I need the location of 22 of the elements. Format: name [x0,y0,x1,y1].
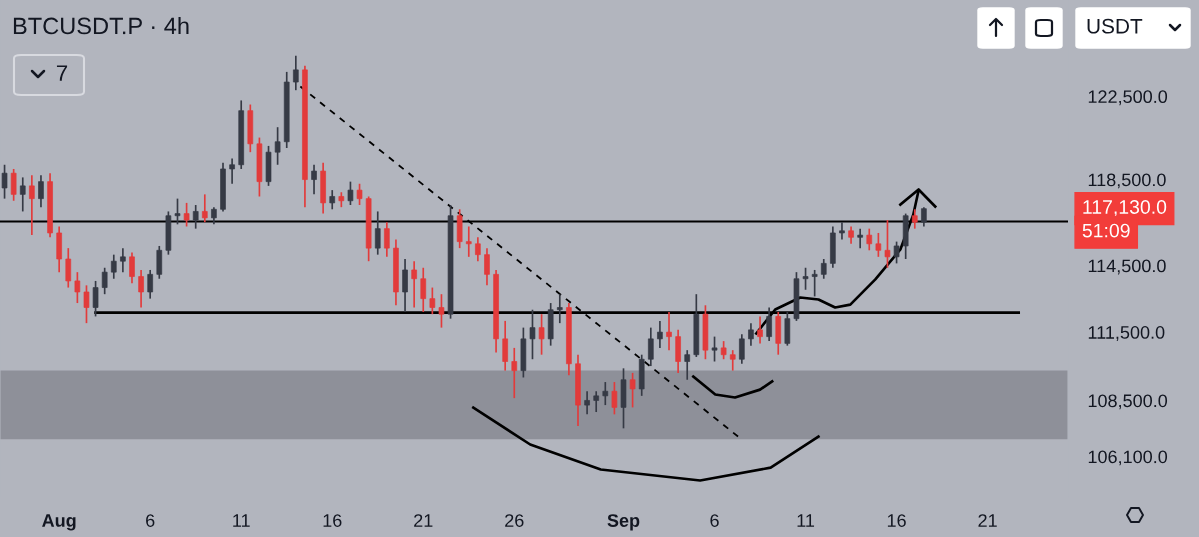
y-tick-label: 122,500.0 [1088,90,1168,106]
y-tick-label: 118,500.0 [1088,173,1166,189]
x-tick-label: 21 [414,514,433,527]
y-tick-label: 111,500.0 [1088,326,1165,341]
x-tick-label: 21 [978,514,997,527]
y-tick-label: 114,500.0 [1088,259,1166,275]
x-tick-label: 11 [233,514,250,527]
y-tick-label: 108,500.0 [1088,394,1168,410]
text: 117,130.0 [1083,200,1167,217]
x-tick-label: Sep [607,514,640,531]
x-tick-label: 16 [887,514,906,527]
x-tick-label: 26 [505,514,524,527]
x-tick-label: 16 [323,514,342,527]
text: 51:09 [1082,223,1130,238]
x-tick-label: 6 [146,514,155,527]
annotation: 7 [56,65,68,81]
text: USDT [1087,18,1143,34]
text: BTCUSDT.P · 4h [13,17,189,35]
y-tick-label: 106,100.0 [1088,450,1168,466]
x-tick-label: 6 [710,514,719,527]
x-tick-label: Aug [42,514,76,531]
x-tick-label: 11 [797,514,815,527]
